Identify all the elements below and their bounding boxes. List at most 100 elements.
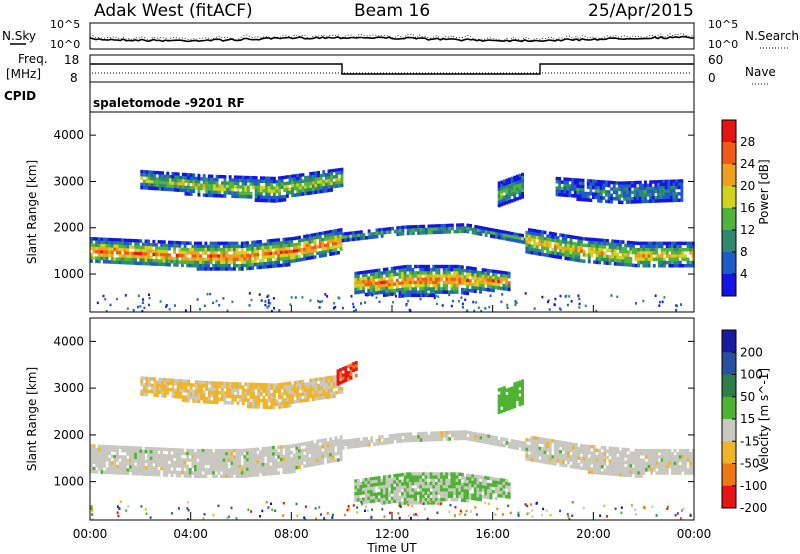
velocity-echo-cell [356, 495, 360, 499]
power-echo-cell [543, 253, 547, 257]
power-echo-cell [248, 244, 252, 248]
power-echo-cell [147, 262, 151, 266]
velocity-echo-cell [367, 493, 371, 497]
power-echo-cell [309, 172, 313, 176]
power-echo-cell [642, 241, 646, 246]
power-echo-cell [97, 243, 101, 248]
velocity-echo-cell [279, 461, 283, 465]
velocity-echo-cell [658, 455, 661, 459]
velocity-echo-cell [530, 448, 534, 453]
power-echo-cell [680, 185, 684, 190]
power-echo-cell [227, 260, 231, 265]
power-echo-cell [213, 190, 216, 195]
power-echo-cell [408, 274, 412, 278]
power-echo-cell [282, 263, 286, 267]
power-echo-cell [222, 244, 226, 249]
power-echo-cell [497, 197, 501, 201]
power-echo-cell [508, 200, 511, 204]
velocity-echo-cell [131, 468, 135, 473]
velocity-echo-cell [233, 388, 237, 392]
power-echo-cell [619, 262, 622, 266]
power-echo-cell [502, 271, 506, 275]
velocity-echo-cell [100, 470, 104, 474]
velocity-echo-cell [495, 439, 498, 443]
velocity-echo-cell [214, 448, 218, 453]
velocity-echo-cell [292, 453, 296, 458]
velocity-echo-cell [642, 461, 646, 466]
velocity-echo-cell [580, 456, 583, 461]
velocity-echo-cell [282, 467, 286, 471]
power-echo-cell [471, 227, 475, 232]
power-echo-cell [178, 247, 182, 251]
power-echo-cell [243, 241, 247, 245]
velocity-echo-cell [391, 433, 394, 438]
power-echo-cell [621, 253, 625, 257]
power-echo-cell [161, 174, 164, 178]
power-echo-cell [636, 187, 640, 191]
power-echo-cell [494, 282, 498, 287]
velocity-echo-cell [377, 476, 381, 480]
velocity-echo-cell [308, 441, 312, 445]
velocity-echo-cell [463, 486, 467, 490]
power-echo-cell [396, 226, 400, 230]
power-echo-cell [680, 179, 684, 183]
power-echo-cell [240, 248, 244, 252]
power-echo-cell [577, 239, 581, 243]
power-echo-cell [461, 226, 465, 230]
power-echo-cell [222, 260, 226, 265]
power-echo-cell [318, 244, 322, 249]
velocity-echo-cell [200, 380, 203, 385]
power-echo-cell [515, 190, 519, 195]
velocity-echo-cell [253, 460, 257, 464]
velocity-echo-cell [411, 488, 415, 492]
velocity-echo-cell [372, 483, 376, 487]
power-echo-cell [541, 246, 544, 250]
power-echo-cell [395, 288, 399, 292]
velocity-echo-cell [171, 388, 175, 392]
power-echo-cell [662, 192, 666, 197]
power-echo-cell [142, 249, 145, 253]
power-echo-cell [659, 199, 663, 203]
velocity-echo-cell [192, 383, 196, 387]
velocity-echo-cell [186, 458, 190, 462]
power-echo-cell [486, 275, 490, 279]
power-echo-cell [691, 260, 695, 265]
power-echo-cell [272, 186, 276, 190]
power-echo-cell [561, 252, 565, 257]
velocity-echo-cell [466, 499, 469, 503]
power-echo-cell [357, 233, 361, 238]
power-echo-cell [473, 276, 477, 281]
velocity-echo-cell [149, 472, 153, 477]
velocity-echo-cell [153, 380, 157, 385]
power-echo-cell [313, 239, 317, 243]
power-echo-cell [105, 247, 109, 251]
power-echo-cell [618, 181, 621, 185]
power-scatter-point [115, 297, 118, 301]
freq-hi-tick: 18 [64, 53, 79, 67]
velocity-echo-cell [593, 467, 596, 472]
power-echo-cell [664, 192, 668, 196]
power-echo-cell [305, 247, 309, 251]
power-echo-cell [388, 292, 391, 297]
power-echo-cell [572, 248, 576, 252]
power-echo-cell [285, 237, 288, 242]
power-echo-cell [90, 259, 93, 263]
velocity-echo-cell [398, 486, 402, 490]
velocity-echo-cell [559, 453, 563, 457]
velocity-echo-cell [598, 458, 602, 462]
velocity-echo-cell [197, 386, 201, 391]
velocity-echo-cell [668, 464, 672, 469]
power-echo-cell [667, 182, 671, 187]
velocity-echo-cell [398, 436, 402, 440]
power-echo-cell [502, 236, 506, 241]
velocity-echo-cell [246, 385, 250, 390]
velocity-echo-cell [388, 490, 391, 495]
velocity-echo-cell [171, 394, 175, 399]
velocity-echo-cell [600, 455, 604, 459]
power-echo-cell [657, 196, 660, 200]
power-echo-cell [269, 251, 273, 256]
velocity-echo-cell [481, 478, 485, 483]
velocity-echo-cell [422, 438, 426, 442]
velocity-echo-cell [598, 464, 602, 469]
velocity-echo-cell [105, 448, 109, 452]
